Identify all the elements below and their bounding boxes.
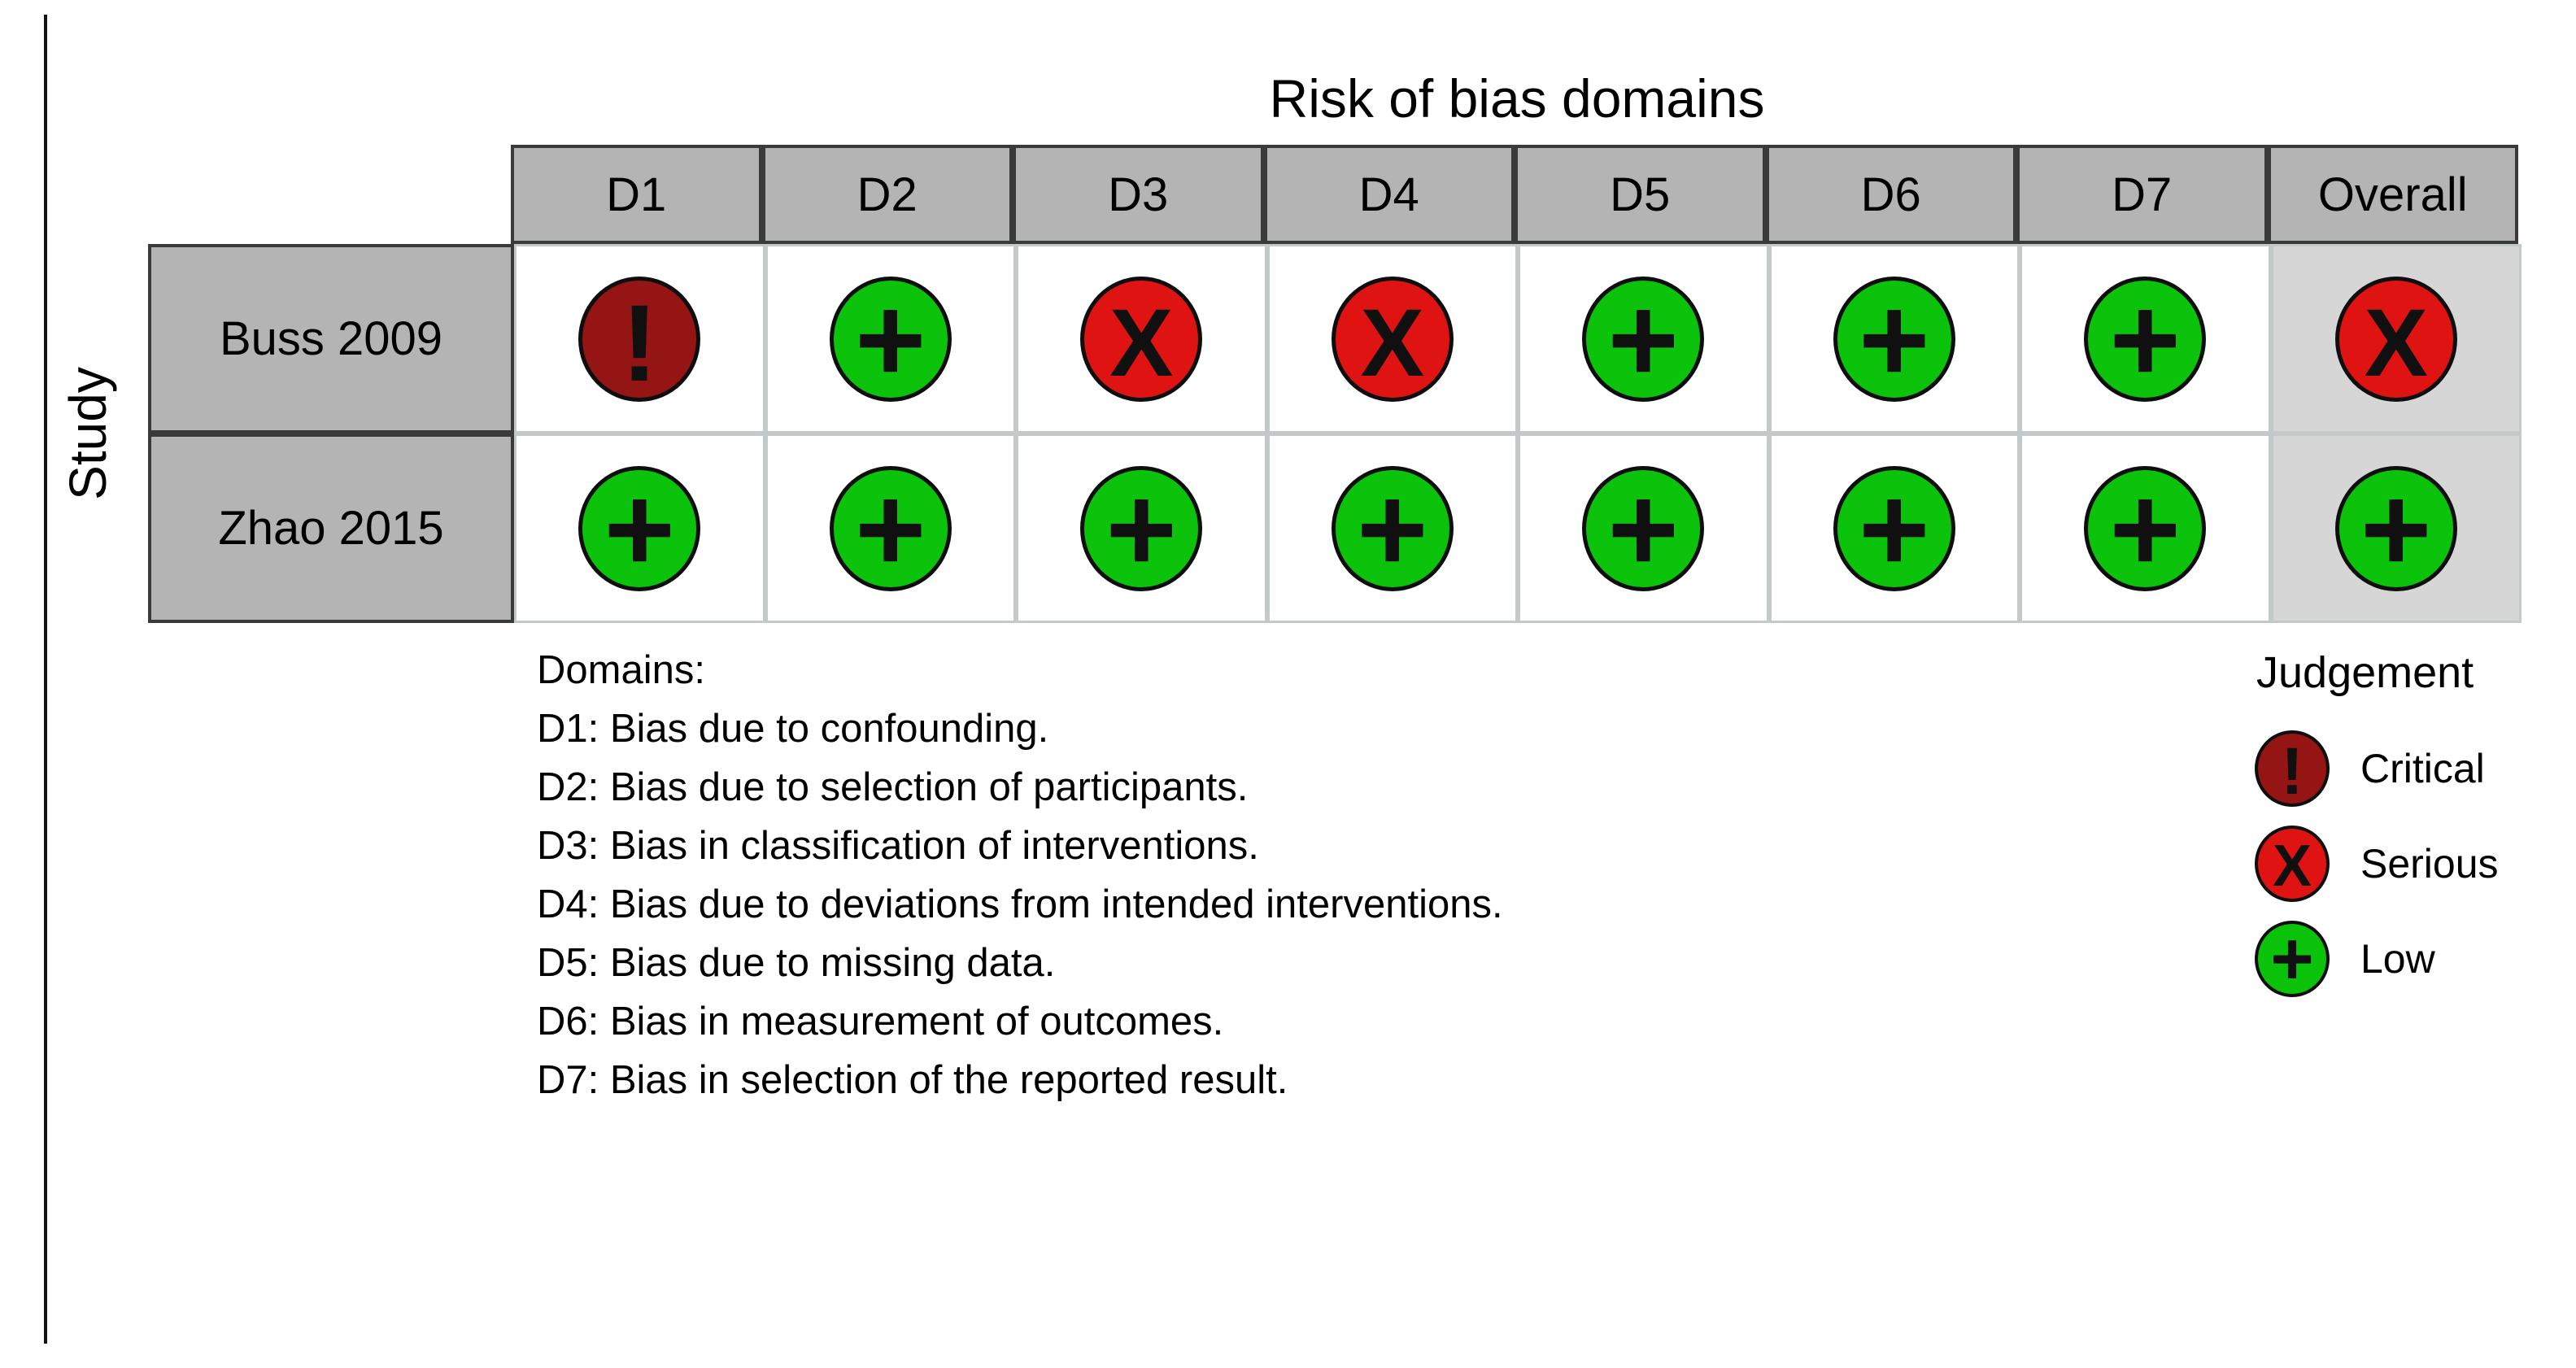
judgement-icon-serious: X [1331,276,1454,402]
judgement-cell: + [765,433,1016,623]
judgement-icon-low: + [829,465,952,591]
judgement-cell: X [2270,244,2522,433]
judgement-icon-low: + [1080,465,1203,591]
column-header-d4: D4 [1263,145,1515,244]
judgement-icon-low: + [2334,465,2457,591]
judgement-cell: + [2270,433,2522,623]
judgement-cell: + [1518,244,1769,433]
legend-icon-serious: X [2255,826,2330,902]
judgement-icon-low: + [2084,465,2207,591]
column-header-d2: D2 [761,145,1013,244]
chart-title: Risk of bias domains [1269,68,1765,129]
column-header-d1: D1 [511,145,762,244]
legend-item-critical: ! Critical [2255,730,2499,807]
domains-footnote-line: D1: Bias due to confounding. [537,707,1049,751]
judgement-icon-critical: ! [578,276,701,402]
judgement-icon-low: + [1582,465,1705,591]
legend-item-low: + Low [2255,921,2499,997]
legend-label-critical: Critical [2360,746,2485,791]
judgement-icon-low: + [578,465,701,591]
legend-label-serious: Serious [2360,841,2499,887]
domain-column-headers: D1 D2 D3 D4 D5 D6 D7 Overall [511,145,2518,244]
judgement-legend: Judgement ! Critical X Serious + Low [2255,651,2499,1016]
judgement-icon-low: + [2084,276,2207,402]
judgement-cell: + [2020,244,2271,433]
y-axis-label: Study [59,367,117,500]
domains-footnote-line: D5: Bias due to missing data. [537,941,1056,985]
judgement-icon-low: + [1833,465,1955,591]
study-name-column: Buss 2009 Zhao 2015 [148,244,514,623]
judgement-cell: + [1016,433,1267,623]
judgement-cell: X [1266,244,1518,433]
domains-footnote-line: D7: Bias in selection of the reported re… [537,1058,1288,1102]
domains-footnote-heading: Domains: [537,648,705,692]
domains-footnote: Domains: D1: Bias due to confounding. D2:… [537,641,1503,1109]
legend-item-serious: X Serious [2255,826,2499,902]
domains-footnote-line: D4: Bias due to deviations from intended… [537,882,1503,926]
legend-icon-low: + [2255,921,2330,997]
judgement-cell: + [1518,433,1769,623]
judgement-icon-low: + [829,276,952,402]
judgement-cell: + [1768,433,2020,623]
judgement-cell: + [765,244,1016,433]
judgement-cell: ! [514,244,765,433]
column-header-d6: D6 [1765,145,2016,244]
domains-footnote-line: D3: Bias in classification of interventi… [537,824,1259,868]
judgement-cell: X [1016,244,1267,433]
domains-footnote-line: D2: Bias due to selection of participant… [537,765,1249,809]
study-label-cell: Buss 2009 [148,244,514,433]
judgement-grid: ! + X X + + + X + + + + + + + + [514,244,2522,623]
legend-title: Judgement [2256,648,2474,697]
legend-label-low: Low [2360,936,2435,982]
judgement-cell: + [1768,244,2020,433]
column-header-d3: D3 [1013,145,1264,244]
domains-footnote-line: D6: Bias in measurement of outcomes. [537,1000,1224,1043]
judgement-icon-low: + [1582,276,1705,402]
left-axis-rule [44,15,47,1344]
judgement-icon-serious: X [1080,276,1203,402]
judgement-cell: + [514,433,765,623]
judgement-icon-low: + [1833,276,1955,402]
judgement-icon-low: + [1331,465,1454,591]
judgement-icon-serious: X [2334,276,2457,402]
column-header-d7: D7 [2016,145,2268,244]
legend-icon-critical: ! [2255,730,2330,807]
column-header-d5: D5 [1515,145,1766,244]
judgement-cell: + [1266,433,1518,623]
column-header-overall: Overall [2267,145,2518,244]
judgement-cell: + [2020,433,2271,623]
study-label-cell: Zhao 2015 [148,433,514,623]
